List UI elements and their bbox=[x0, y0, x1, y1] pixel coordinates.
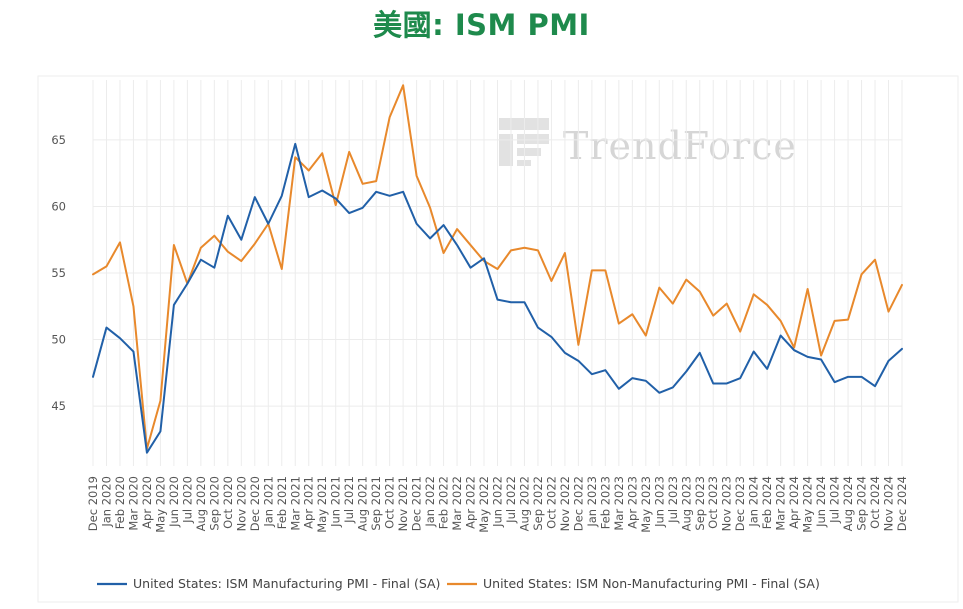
x-tick-label: Sep 2021 bbox=[369, 476, 383, 531]
x-tick-label: Mar 2023 bbox=[612, 476, 626, 531]
y-tick-label: 65 bbox=[51, 133, 66, 147]
x-tick-label: Dec 2020 bbox=[248, 476, 262, 531]
series-line-manufacturing bbox=[92, 142, 903, 454]
x-tick-label: Dec 2021 bbox=[410, 476, 424, 531]
x-tick-label: Apr 2022 bbox=[464, 476, 478, 529]
x-tick-label: Mar 2020 bbox=[126, 476, 140, 531]
x-tick-label: Jul 2022 bbox=[504, 476, 518, 524]
y-tick-label: 50 bbox=[51, 333, 66, 347]
legend-item-manufacturing[interactable]: United States: ISM Manufacturing PMI - F… bbox=[97, 576, 440, 591]
x-tick-label: Jun 2020 bbox=[167, 476, 181, 528]
x-tick-label: Jun 2023 bbox=[652, 476, 666, 528]
x-tick-label: Jan 2023 bbox=[585, 476, 599, 528]
x-tick-label: Nov 2022 bbox=[558, 476, 572, 531]
legend: United States: ISM Manufacturing PMI - F… bbox=[97, 576, 820, 591]
x-tick-label: Jan 2024 bbox=[747, 476, 761, 528]
x-tick-label: Jan 2020 bbox=[99, 476, 113, 528]
x-tick-label: Aug 2024 bbox=[841, 476, 855, 531]
x-tick-label: Feb 2022 bbox=[437, 476, 451, 529]
x-tick-label: Feb 2024 bbox=[760, 476, 774, 529]
x-tick-label: Jul 2024 bbox=[828, 476, 842, 524]
x-tick-label: Oct 2020 bbox=[221, 476, 235, 529]
x-tick-label: Jul 2021 bbox=[342, 476, 356, 524]
x-tick-label: Sep 2023 bbox=[693, 476, 707, 531]
grid bbox=[92, 80, 903, 466]
x-tick-label: Jul 2020 bbox=[180, 476, 194, 524]
series-group bbox=[92, 84, 903, 454]
y-tick-label: 60 bbox=[51, 199, 66, 213]
x-tick-label: Feb 2021 bbox=[275, 476, 289, 529]
x-tick-label: Apr 2020 bbox=[140, 476, 154, 529]
x-tick-label: Apr 2023 bbox=[625, 476, 639, 529]
x-tick-label: Jan 2022 bbox=[423, 476, 437, 528]
y-tick-label: 45 bbox=[51, 399, 66, 413]
x-tick-label: Nov 2021 bbox=[396, 476, 410, 531]
y-axis: 45 50 55 60 65 bbox=[51, 133, 66, 413]
x-tick-label: Aug 2022 bbox=[517, 476, 531, 531]
x-tick-label: May 2024 bbox=[801, 476, 815, 533]
x-tick-label: Jun 2024 bbox=[814, 476, 828, 528]
x-tick-label: Dec 2024 bbox=[895, 476, 909, 531]
legend-label: United States: ISM Non-Manufacturing PMI… bbox=[483, 576, 820, 591]
legend-label: United States: ISM Manufacturing PMI - F… bbox=[133, 576, 440, 591]
x-tick-label: Feb 2020 bbox=[113, 476, 127, 529]
x-tick-label: Jun 2022 bbox=[491, 476, 505, 528]
watermark-text: TrendForce bbox=[563, 124, 797, 168]
x-tick-label: Nov 2020 bbox=[234, 476, 248, 531]
x-tick-label: Oct 2024 bbox=[868, 476, 882, 529]
x-tick-label: Oct 2022 bbox=[544, 476, 558, 529]
x-axis: Dec 2019 Jan 2020 Feb 2020 Mar 2020 Apr 2020… bbox=[86, 476, 909, 533]
x-tick-label: Oct 2023 bbox=[706, 476, 720, 529]
x-tick-label: Jan 2021 bbox=[261, 476, 275, 528]
x-tick-label: Feb 2023 bbox=[598, 476, 612, 529]
page-title: 美國: ISM PMI bbox=[373, 8, 590, 42]
watermark: TrendForce bbox=[499, 118, 797, 168]
x-tick-label: Sep 2020 bbox=[207, 476, 221, 531]
x-tick-label: Mar 2022 bbox=[450, 476, 464, 531]
y-tick-label: 55 bbox=[51, 266, 66, 280]
x-tick-label: May 2021 bbox=[315, 476, 329, 533]
x-tick-label: Nov 2023 bbox=[720, 476, 734, 531]
x-tick-label: Apr 2021 bbox=[302, 476, 316, 529]
x-tick-label: Jun 2021 bbox=[329, 476, 343, 528]
x-tick-label: Mar 2024 bbox=[774, 476, 788, 531]
x-tick-label: Nov 2024 bbox=[882, 476, 896, 531]
x-tick-label: Mar 2021 bbox=[288, 476, 302, 531]
x-tick-label: Dec 2022 bbox=[571, 476, 585, 531]
x-tick-label: Jul 2023 bbox=[666, 476, 680, 524]
x-tick-label: May 2022 bbox=[477, 476, 491, 533]
x-tick-label: Aug 2023 bbox=[679, 476, 693, 531]
x-tick-label: Sep 2022 bbox=[531, 476, 545, 531]
x-tick-label: May 2023 bbox=[639, 476, 653, 533]
x-tick-label: Dec 2019 bbox=[86, 476, 100, 531]
series-line-non-manufacturing bbox=[92, 84, 903, 450]
x-tick-label: May 2020 bbox=[153, 476, 167, 533]
x-tick-label: Apr 2024 bbox=[787, 476, 801, 529]
x-tick-label: Dec 2023 bbox=[733, 476, 747, 531]
x-tick-label: Oct 2021 bbox=[383, 476, 397, 529]
x-tick-label: Aug 2021 bbox=[356, 476, 370, 531]
x-tick-label: Aug 2020 bbox=[194, 476, 208, 531]
legend-item-non-manufacturing[interactable]: United States: ISM Non-Manufacturing PMI… bbox=[447, 576, 820, 591]
x-tick-label: Sep 2024 bbox=[855, 476, 869, 531]
